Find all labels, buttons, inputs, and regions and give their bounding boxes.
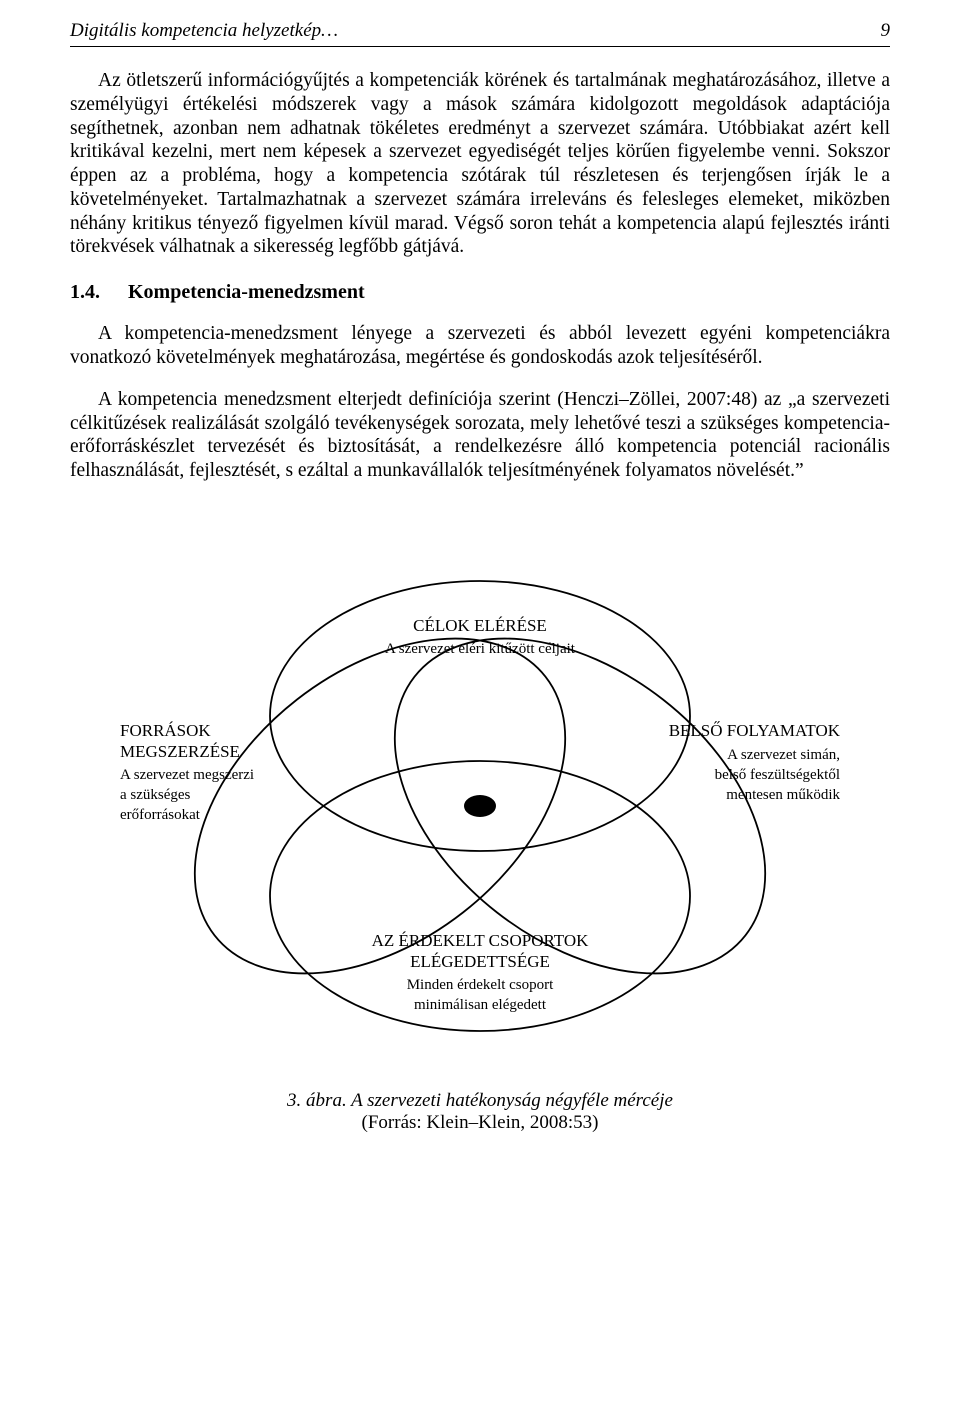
venn-right-sub-1: A szervezet simán,: [727, 747, 840, 763]
running-title: Digitális kompetencia helyzetkép…: [70, 20, 338, 42]
running-head: Digitális kompetencia helyzetkép… 9: [70, 20, 890, 47]
section-title: Kompetencia-menedzsment: [128, 281, 365, 304]
venn-right-title: BELSŐ FOLYAMATOK: [669, 721, 841, 740]
paragraph-1: Az ötletszerű információgyűjtés a kompet…: [70, 69, 890, 259]
paragraph-2: A kompetencia-menedzsment lényege a szer…: [70, 322, 890, 370]
venn-top-sub: A szervezet eléri kitűzött céljait: [385, 641, 576, 657]
venn-right-sub-2: belső feszültségektől: [715, 767, 840, 783]
figure-source: (Forrás: Klein–Klein, 2008:53): [362, 1112, 599, 1133]
venn-left-title-1: FORRÁSOK: [120, 721, 211, 740]
venn-top-title: CÉLOK ELÉRÉSE: [413, 616, 547, 635]
venn-diagram: CÉLOK ELÉRÉSE A szervezet eléri kitűzött…: [70, 501, 890, 1076]
figure-caption: 3. ábra. A szervezeti hatékonyság négyfé…: [70, 1090, 890, 1134]
venn-left-title-2: MEGSZERZÉSE: [120, 742, 240, 761]
section-number: 1.4.: [70, 281, 128, 304]
page: Digitális kompetencia helyzetkép… 9 Az ö…: [0, 0, 960, 1164]
paragraph-3: A kompetencia menedzsment elterjedt defi…: [70, 388, 890, 483]
venn-left-sub-1: A szervezet megszerzi: [120, 767, 254, 783]
page-number: 9: [881, 20, 891, 42]
figure-title: A szervezeti hatékonyság négyféle mércéj…: [351, 1090, 673, 1111]
venn-right-sub-3: mentesen működik: [726, 787, 840, 803]
section-heading: 1.4. Kompetencia-menedzsment: [70, 281, 890, 304]
venn-svg: CÉLOK ELÉRÉSE A szervezet eléri kitűzött…: [70, 501, 890, 1071]
venn-bottom-title-2: ELÉGEDETTSÉGE: [410, 952, 550, 971]
figure-label: 3. ábra.: [287, 1090, 347, 1111]
venn-bottom-title-1: AZ ÉRDEKELT CSOPORTOK: [372, 931, 590, 950]
venn-left-sub-3: erőforrásokat: [120, 807, 201, 823]
venn-bottom-sub-2: minimálisan elégedett: [414, 997, 547, 1013]
venn-bottom-sub-1: Minden érdekelt csoport: [407, 977, 554, 993]
venn-center-dot: [464, 795, 496, 817]
venn-left-sub-2: a szükséges: [120, 787, 191, 803]
